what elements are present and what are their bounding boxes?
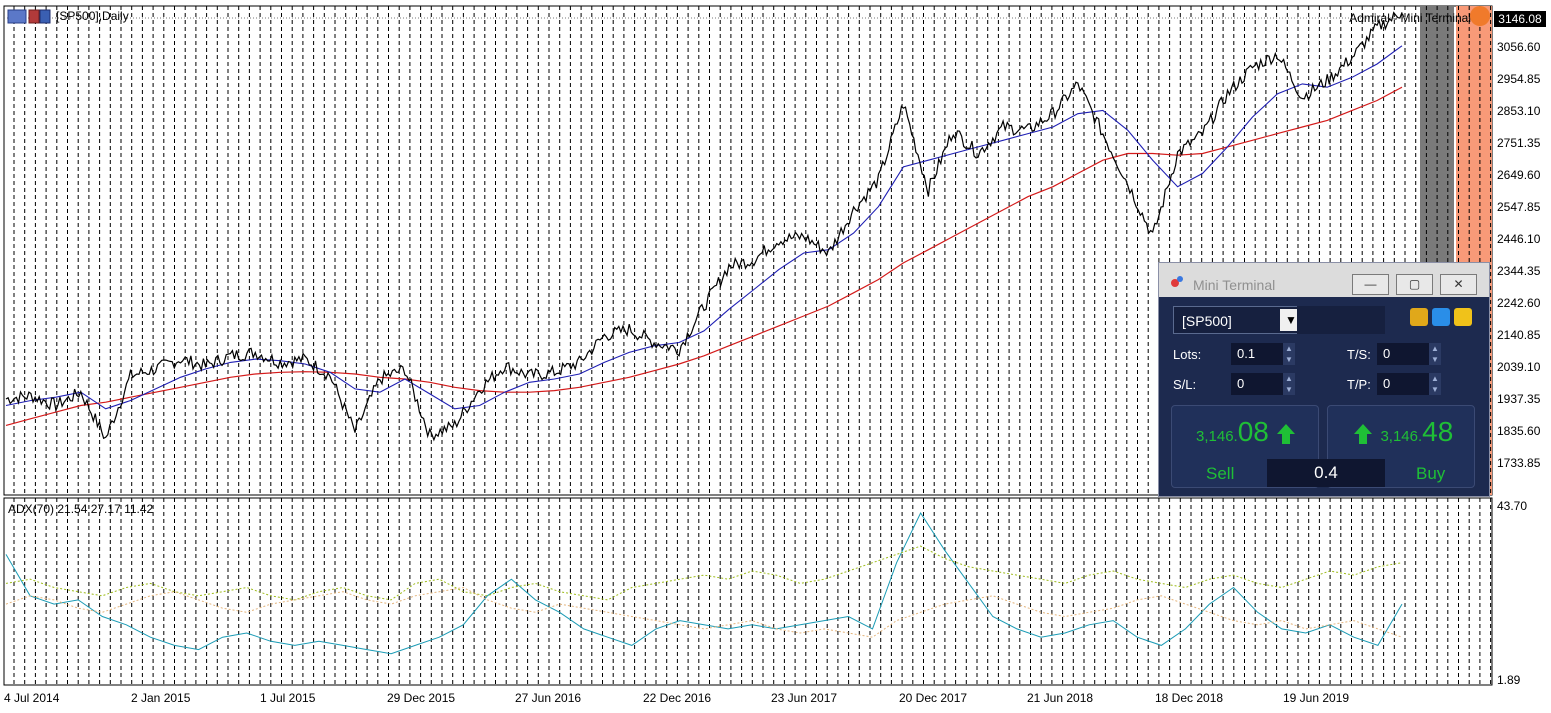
chart-title: [SP500],Daily	[56, 9, 129, 23]
arrow-up-icon	[1277, 424, 1296, 449]
x-tick: 4 Jul 2014	[4, 691, 60, 705]
sl-stepper[interactable]: ▲ ▼	[1283, 373, 1295, 395]
y-tick: 1835.60	[1497, 424, 1541, 438]
volume-input[interactable]: 0.4	[1267, 459, 1385, 487]
current-price-label: 3146.08	[1494, 11, 1546, 27]
y-tick: 2853.10	[1497, 104, 1541, 118]
ea-smiley-icon[interactable]	[1470, 6, 1490, 26]
x-tick: 18 Dec 2018	[1155, 691, 1224, 705]
ma-long-line	[5, 86, 1403, 426]
y-tick: 2649.60	[1497, 168, 1541, 182]
tp-stepper[interactable]: ▲ ▼	[1429, 373, 1441, 395]
indicator-scale-top: 43.70	[1497, 499, 1528, 513]
ma-short-line	[5, 45, 1403, 410]
buy-label: Buy	[1416, 464, 1446, 483]
expert-advisor-label: Admiral - Mini Terminal	[1349, 11, 1471, 25]
x-tick: 1 Jul 2015	[260, 691, 316, 705]
y-tick: 2344.35	[1497, 264, 1541, 278]
y-tick: 1937.35	[1497, 392, 1541, 406]
admiral-logo-icon	[1171, 276, 1183, 287]
chart-window-icons	[7, 8, 51, 24]
y-tick: 3056.60	[1497, 40, 1541, 54]
chevron-down-icon[interactable]: ▼	[1280, 309, 1302, 331]
ts-stepper[interactable]: ▲ ▼	[1429, 343, 1441, 365]
y-tick: 2954.85	[1497, 72, 1541, 86]
buy-price: 3,146.48	[1354, 416, 1453, 449]
indicator-label: ADX(70) 21.54 27.17 11.42	[8, 502, 154, 516]
mini-terminal-titlebar[interactable]: Mini Terminal — ▢ ✕	[1159, 263, 1489, 297]
lots-input[interactable]: 0.1	[1231, 343, 1283, 365]
y-tick: 1733.85	[1497, 456, 1541, 470]
buy-button[interactable]: 3,146.48 Buy	[1327, 405, 1475, 488]
x-tick: 29 Dec 2015	[387, 691, 456, 705]
copy-icon[interactable]	[1410, 308, 1428, 326]
mini-terminal-title: Mini Terminal	[1193, 277, 1276, 293]
price-line	[5, 11, 1403, 442]
tp-label: T/P:	[1347, 377, 1371, 392]
symbol-value: [SP500]	[1182, 313, 1232, 329]
lots-stepper[interactable]: ▲ ▼	[1283, 343, 1295, 365]
y-tick: 2140.85	[1497, 328, 1541, 342]
x-tick: 20 Dec 2017	[899, 691, 968, 705]
indicator-scale-bottom: 1.89	[1497, 673, 1521, 687]
sell-price-prefix: 3,146.	[1196, 428, 1238, 445]
symbol-info-box	[1297, 306, 1385, 334]
gear-icon[interactable]	[1432, 308, 1450, 326]
tp-input[interactable]: 0	[1377, 373, 1429, 395]
minimize-button[interactable]: —	[1352, 274, 1389, 295]
adx-line	[5, 511, 1403, 655]
sell-price: 3,146.08	[1196, 416, 1296, 449]
ts-input[interactable]: 0	[1377, 343, 1429, 365]
arrow-up-icon	[1354, 424, 1372, 449]
y-tick: 2242.60	[1497, 296, 1541, 310]
sell-button[interactable]: 3,146.08 Sell	[1171, 405, 1319, 488]
di-minus-line	[5, 586, 1403, 638]
buy-price-prefix: 3,146.	[1380, 428, 1423, 445]
x-tick: 2 Jan 2015	[131, 691, 191, 705]
y-tick: 2446.10	[1497, 232, 1541, 246]
symbol-select[interactable]: [SP500] ▼	[1173, 306, 1305, 334]
sl-input[interactable]: 0	[1231, 373, 1283, 395]
mini-terminal-window[interactable]: Mini Terminal — ▢ ✕ [SP500] ▼ Lots: 0.1 …	[1158, 262, 1490, 497]
maximize-button[interactable]: ▢	[1396, 274, 1433, 295]
x-tick: 21 Jun 2018	[1027, 691, 1094, 705]
y-tick: 2547.85	[1497, 200, 1541, 214]
y-tick: 2751.35	[1497, 136, 1541, 150]
x-tick: 27 Jun 2016	[515, 691, 582, 705]
close-button[interactable]: ✕	[1440, 274, 1477, 295]
x-tick: 23 Jun 2017	[771, 691, 838, 705]
sell-price-big: 08	[1237, 416, 1269, 447]
indicator-pane	[3, 497, 1493, 686]
buy-price-big: 48	[1422, 416, 1454, 447]
y-tick: 2039.10	[1497, 360, 1541, 374]
sl-label: S/L:	[1173, 377, 1197, 392]
ts-label: T/S:	[1347, 347, 1371, 362]
x-tick: 22 Dec 2016	[643, 691, 712, 705]
sell-label: Sell	[1206, 464, 1235, 483]
lots-label: Lots:	[1173, 347, 1202, 362]
x-tick: 19 Jun 2019	[1283, 691, 1350, 705]
grid-icon[interactable]	[1454, 308, 1472, 326]
